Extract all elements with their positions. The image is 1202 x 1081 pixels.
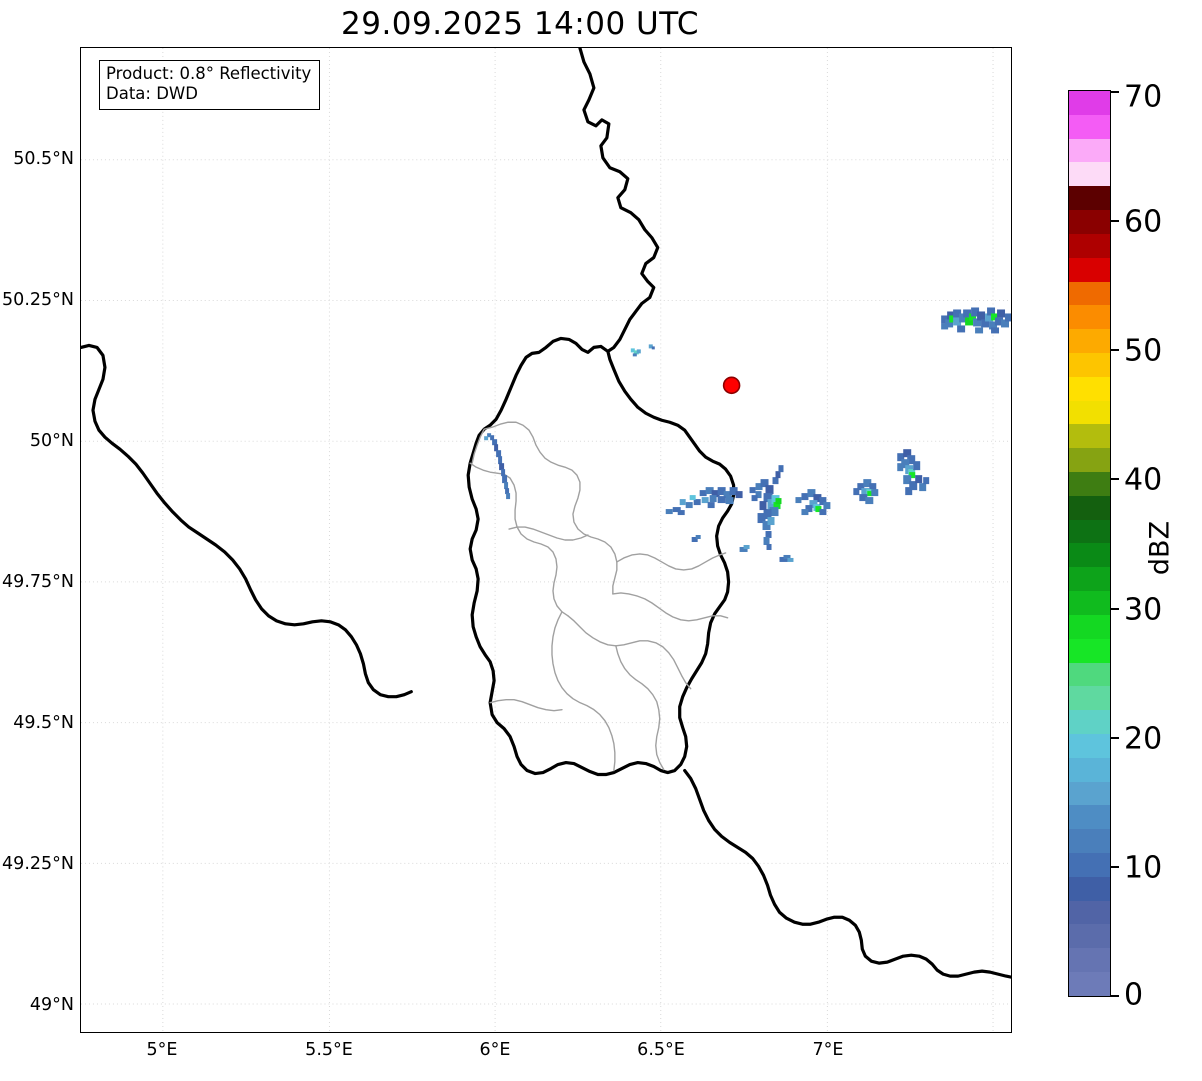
radar-echo-layer bbox=[484, 307, 1011, 562]
country-borders bbox=[81, 48, 1011, 979]
colorbar-band-3 bbox=[1069, 162, 1110, 187]
colorbar-band-13 bbox=[1069, 400, 1110, 425]
colorbar-band-17 bbox=[1069, 495, 1110, 520]
colorbar-label-20: 20 bbox=[1124, 721, 1163, 757]
y-tick-label-49-5: 49.5°N bbox=[13, 713, 74, 733]
y-tick-label-50-25: 50.25°N bbox=[2, 290, 74, 310]
colorbar-band-16 bbox=[1069, 472, 1110, 496]
colorbar-band-27 bbox=[1069, 733, 1110, 758]
echo-cluster-b-west bbox=[665, 487, 743, 516]
colorbar-band-14 bbox=[1069, 424, 1110, 449]
colorbar-band-22 bbox=[1069, 614, 1110, 639]
colorbar-band-37 bbox=[1069, 972, 1110, 996]
echo-cell-north-small bbox=[630, 344, 655, 357]
colorbar-label-10: 10 bbox=[1124, 850, 1163, 886]
colorbar-band-32 bbox=[1069, 853, 1110, 877]
colorbar-band-15 bbox=[1069, 448, 1110, 472]
colorbar-band-11 bbox=[1069, 352, 1110, 377]
colorbar-band-35 bbox=[1069, 924, 1110, 949]
colorbar-band-4 bbox=[1069, 186, 1110, 211]
colorbar-label-60: 60 bbox=[1124, 204, 1163, 240]
echo-cell-luxembourg-nw bbox=[484, 433, 511, 500]
echo-cell-isolated-south bbox=[779, 554, 794, 562]
colorbar-tick-50 bbox=[1110, 349, 1119, 351]
x-tick-label-7: 7°E bbox=[812, 1040, 844, 1060]
colorbar-band-30 bbox=[1069, 805, 1110, 830]
colorbar-band-33 bbox=[1069, 876, 1110, 901]
colorbar-band-2 bbox=[1069, 138, 1110, 163]
colorbar-band-8 bbox=[1069, 281, 1110, 306]
colorbar-label-50: 50 bbox=[1124, 333, 1163, 369]
colorbar-band-1 bbox=[1069, 114, 1110, 139]
colorbar-band-5 bbox=[1069, 210, 1110, 234]
colorbar-band-0 bbox=[1069, 91, 1110, 115]
colorbar-tick-20 bbox=[1110, 737, 1119, 739]
colorbar-band-20 bbox=[1069, 567, 1110, 592]
echo-cell-isolated-mid bbox=[691, 535, 701, 542]
x-tick-label-5-5: 5.5°E bbox=[305, 1040, 353, 1060]
gridlines bbox=[81, 48, 1011, 1032]
echo-cluster-a bbox=[739, 465, 784, 552]
colorbar-band-23 bbox=[1069, 638, 1110, 663]
colorbar-band-7 bbox=[1069, 257, 1110, 282]
colorbar-tick-10 bbox=[1110, 866, 1119, 868]
colorbar-tick-0 bbox=[1110, 995, 1119, 997]
colorbar-label-30: 30 bbox=[1124, 592, 1163, 628]
colorbar[interactable] bbox=[1068, 90, 1111, 997]
echo-cluster-northeast bbox=[941, 307, 1011, 334]
colorbar-band-25 bbox=[1069, 686, 1110, 711]
y-tick-label-49-75: 49.75°N bbox=[2, 572, 74, 592]
radar-map-panel[interactable]: Product: 0.8° Reflectivity Data: DWD bbox=[80, 47, 1012, 1033]
x-tick-label-5: 5°E bbox=[146, 1040, 178, 1060]
page-title: 29.09.2025 14:00 UTC bbox=[341, 6, 699, 42]
y-tick-label-49: 49°N bbox=[29, 995, 74, 1015]
colorbar-band-26 bbox=[1069, 710, 1110, 734]
y-tick-label-49-25: 49.25°N bbox=[2, 854, 74, 874]
colorbar-band-29 bbox=[1069, 781, 1110, 806]
x-tick-label-6: 6°E bbox=[479, 1040, 511, 1060]
y-tick-label-50-5: 50.5°N bbox=[13, 149, 74, 169]
colorbar-band-9 bbox=[1069, 305, 1110, 330]
colorbar-band-10 bbox=[1069, 329, 1110, 353]
colorbar-band-34 bbox=[1069, 900, 1110, 925]
colorbar-tick-70 bbox=[1110, 91, 1119, 93]
echo-cluster-c bbox=[795, 489, 831, 516]
colorbar-band-21 bbox=[1069, 591, 1110, 615]
echo-cluster-d bbox=[853, 479, 879, 505]
region-borders bbox=[469, 421, 729, 772]
colorbar-label-40: 40 bbox=[1124, 462, 1163, 498]
colorbar-band-36 bbox=[1069, 948, 1110, 973]
colorbar-title: dBZ bbox=[1144, 520, 1176, 576]
colorbar-band-28 bbox=[1069, 757, 1110, 782]
data-source-label: Data: DWD bbox=[106, 84, 198, 104]
colorbar-label-0: 0 bbox=[1124, 977, 1144, 1013]
colorbar-band-12 bbox=[1069, 376, 1110, 401]
colorbar-band-24 bbox=[1069, 662, 1110, 687]
colorbar-tick-30 bbox=[1110, 608, 1119, 610]
colorbar-band-31 bbox=[1069, 829, 1110, 853]
colorbar-band-18 bbox=[1069, 519, 1110, 544]
colorbar-label-70: 70 bbox=[1124, 79, 1163, 115]
echo-cluster-e bbox=[897, 449, 930, 496]
colorbar-tick-60 bbox=[1110, 220, 1119, 222]
y-tick-label-50: 50°N bbox=[29, 431, 74, 451]
map-canvas bbox=[81, 48, 1011, 1032]
colorbar-band-6 bbox=[1069, 233, 1110, 258]
x-tick-label-6-5: 6.5°E bbox=[637, 1040, 685, 1060]
radar-site-marker[interactable] bbox=[722, 376, 741, 395]
colorbar-tick-40 bbox=[1110, 478, 1119, 480]
product-info-box: Product: 0.8° Reflectivity Data: DWD bbox=[99, 60, 321, 111]
product-label: Product: 0.8° Reflectivity bbox=[106, 64, 312, 83]
colorbar-band-19 bbox=[1069, 543, 1110, 568]
